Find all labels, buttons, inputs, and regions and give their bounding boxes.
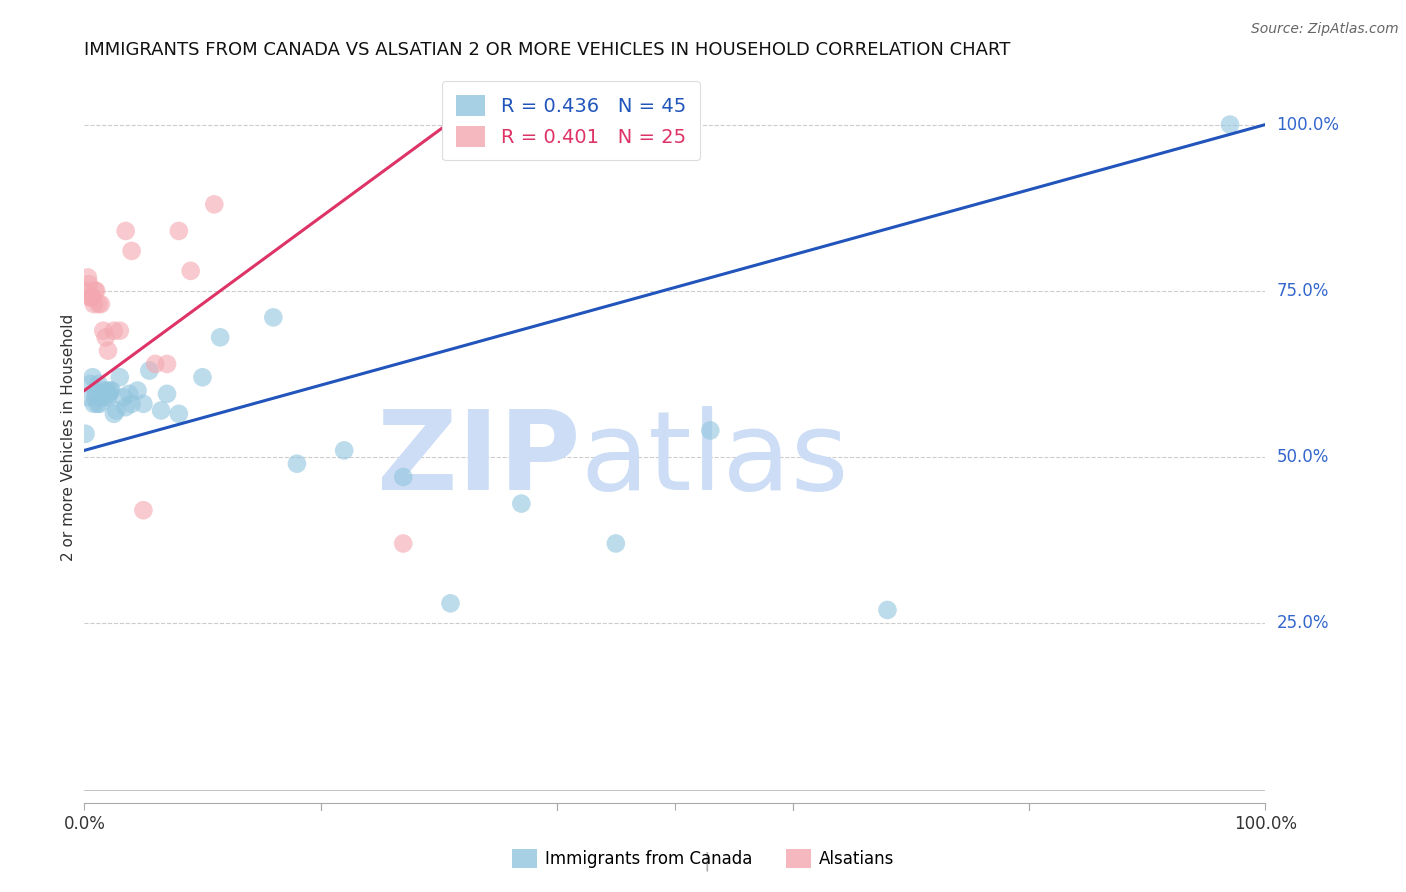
Point — [876, 603, 898, 617]
Point — [103, 407, 125, 421]
Point — [90, 297, 112, 311]
Point — [75, 426, 97, 441]
Point — [167, 407, 190, 421]
Point — [83, 397, 105, 411]
Point — [167, 224, 190, 238]
Point — [89, 397, 111, 411]
Point — [180, 264, 202, 278]
Text: Source: ZipAtlas.com: Source: ZipAtlas.com — [1251, 22, 1399, 37]
Point — [98, 384, 121, 398]
Point — [127, 384, 149, 398]
Point — [510, 497, 533, 511]
Point — [84, 387, 107, 401]
Point — [100, 384, 122, 398]
Text: 50.0%: 50.0% — [1277, 448, 1329, 466]
Point — [132, 397, 155, 411]
Point — [121, 244, 143, 258]
Text: ZIP: ZIP — [377, 406, 581, 513]
Point — [77, 277, 100, 292]
Point — [114, 224, 136, 238]
Point — [333, 443, 356, 458]
Point — [86, 397, 108, 411]
Point — [83, 297, 105, 311]
Text: 100.0%: 100.0% — [1277, 116, 1340, 134]
Point — [87, 297, 110, 311]
Point — [114, 400, 136, 414]
Point — [96, 384, 118, 398]
Point — [84, 390, 107, 404]
Legend: R = 0.436   N = 45, R = 0.401   N = 25: R = 0.436 N = 45, R = 0.401 N = 25 — [443, 81, 700, 161]
Point — [82, 290, 104, 304]
Point — [285, 457, 308, 471]
Point — [392, 536, 415, 550]
Point — [97, 343, 120, 358]
Point — [392, 470, 415, 484]
Point — [94, 330, 117, 344]
Y-axis label: 2 or more Vehicles in Household: 2 or more Vehicles in Household — [60, 313, 76, 561]
Point — [156, 357, 179, 371]
Point — [156, 387, 179, 401]
Point — [77, 390, 100, 404]
Point — [84, 284, 107, 298]
Point — [105, 403, 128, 417]
Point — [98, 387, 121, 401]
Text: IMMIGRANTS FROM CANADA VS ALSATIAN 2 OR MORE VEHICLES IN HOUSEHOLD CORRELATION C: IMMIGRANTS FROM CANADA VS ALSATIAN 2 OR … — [84, 41, 1011, 59]
Point — [108, 324, 131, 338]
Point — [94, 387, 117, 401]
Point — [150, 403, 173, 417]
Point — [91, 324, 114, 338]
Point — [191, 370, 214, 384]
Point — [84, 284, 107, 298]
Point — [79, 290, 101, 304]
Legend: Immigrants from Canada, Alsatians: Immigrants from Canada, Alsatians — [505, 843, 901, 875]
Point — [209, 330, 232, 344]
Point — [605, 536, 627, 550]
Point — [132, 503, 155, 517]
Text: 75.0%: 75.0% — [1277, 282, 1329, 300]
Point — [87, 376, 110, 391]
Point — [699, 424, 721, 438]
Point — [143, 357, 166, 371]
Text: atlas: atlas — [581, 406, 849, 513]
Point — [121, 397, 143, 411]
Point — [91, 387, 114, 401]
Point — [80, 290, 103, 304]
Point — [82, 370, 104, 384]
Point — [262, 310, 284, 325]
Point — [79, 376, 101, 391]
Point — [202, 197, 225, 211]
Point — [91, 384, 114, 398]
Text: |: | — [704, 851, 710, 871]
Text: 25.0%: 25.0% — [1277, 615, 1329, 632]
Point — [75, 284, 97, 298]
Point — [108, 370, 131, 384]
Point — [138, 363, 160, 377]
Point — [1219, 118, 1241, 132]
Point — [439, 596, 461, 610]
Point — [93, 390, 115, 404]
Point — [97, 390, 120, 404]
Point — [118, 387, 141, 401]
Point — [77, 270, 100, 285]
Point — [103, 324, 125, 338]
Point — [112, 390, 135, 404]
Point — [90, 390, 112, 404]
